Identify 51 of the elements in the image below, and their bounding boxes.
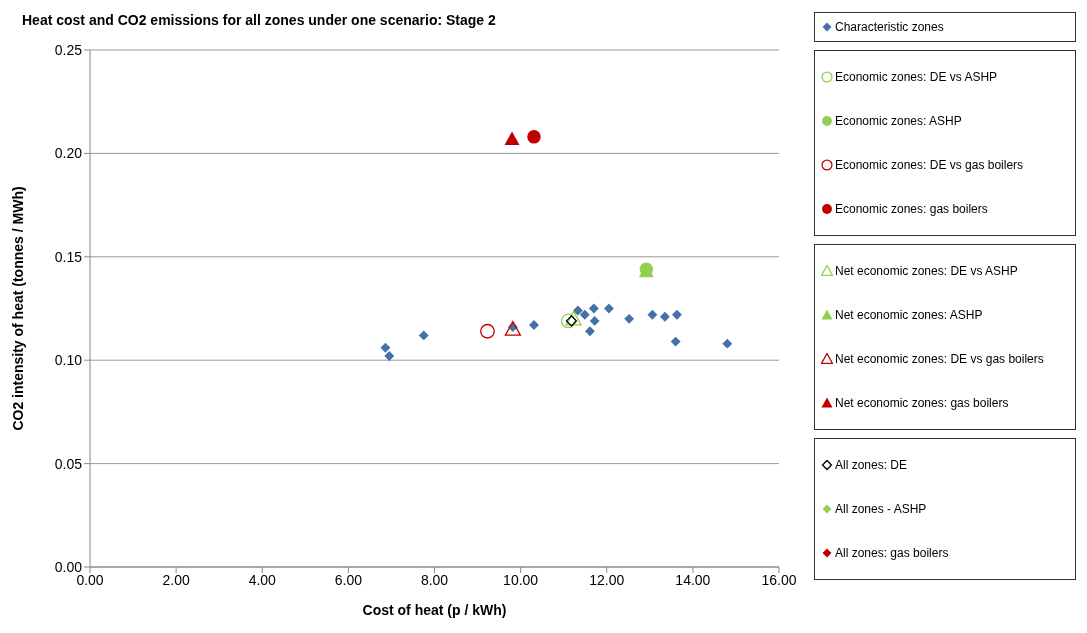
x-tick-label: 12.00 <box>589 571 625 588</box>
legend-label: Economic zones: DE vs gas boilers <box>835 157 1024 174</box>
x-tick-label: 6.00 <box>334 571 363 588</box>
x-tick-label: 10.00 <box>503 571 539 588</box>
point <box>565 310 582 326</box>
point <box>659 311 670 322</box>
legend-label: Net economic zones: gas boilers <box>835 395 1009 412</box>
point <box>579 309 590 320</box>
point <box>418 330 429 341</box>
legend-label: Characteristic zones <box>835 19 944 36</box>
x-axis-title: Cost of heat (p / kWh) <box>362 602 507 618</box>
x-tick-label: 2.00 <box>162 571 190 588</box>
point <box>572 305 583 316</box>
legend-label: Economic zones: ASHP <box>835 113 962 130</box>
y-tick-label: 0.25 <box>54 41 83 58</box>
point <box>384 351 395 362</box>
x-tick-label: 14.00 <box>675 571 711 588</box>
point <box>671 309 682 320</box>
legend-label: Net economic zones: DE vs ASHP <box>835 263 1018 280</box>
legend-label: All zones: gas boilers <box>835 545 949 562</box>
legend-label: Net economic zones: DE vs gas boilers <box>835 351 1044 368</box>
point <box>529 320 539 330</box>
y-axis-title: CO2 intensity of heat (tonnes / MWh) <box>9 186 26 431</box>
point <box>647 309 658 320</box>
point <box>585 326 595 337</box>
y-tick-label: 0.10 <box>54 352 83 369</box>
legend-label: All zones - ASHP <box>835 501 927 518</box>
point <box>589 315 600 326</box>
point <box>380 342 391 353</box>
point <box>561 313 576 329</box>
point <box>624 313 635 324</box>
point <box>722 338 733 349</box>
legend-label: Economic zones: DE vs ASHP <box>835 69 998 86</box>
legend-label: All zones: DE <box>835 457 908 474</box>
chart-title: Heat cost and CO2 emissions for all zones under one scenario: Stage 2 <box>22 12 496 28</box>
point <box>527 130 541 144</box>
y-tick-label: 0.20 <box>54 145 83 162</box>
point <box>504 131 520 145</box>
point <box>565 315 578 327</box>
legend-label: Economic zones: gas boilers <box>835 201 988 218</box>
x-tick-label: 16.00 <box>761 571 797 588</box>
legend-label: Net economic zones: ASHP <box>835 307 983 324</box>
point <box>670 336 681 347</box>
y-tick-label: 0.15 <box>54 248 83 265</box>
point <box>504 321 522 336</box>
point <box>588 303 599 314</box>
point <box>480 323 495 339</box>
x-tick-label: 4.00 <box>248 571 277 588</box>
x-tick-label: 8.00 <box>420 571 449 588</box>
point <box>603 303 614 314</box>
y-tick-label: 0.05 <box>54 455 83 472</box>
